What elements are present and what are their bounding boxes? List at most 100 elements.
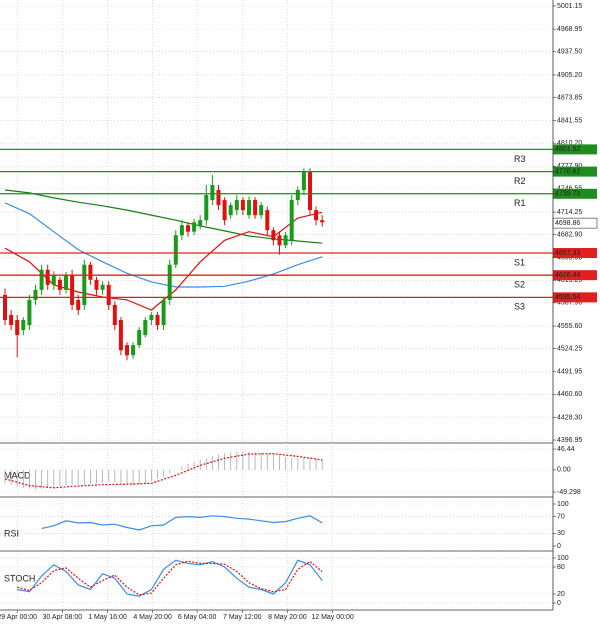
candle-body xyxy=(82,264,87,305)
price-box xyxy=(553,292,597,303)
candle-body xyxy=(143,320,148,336)
y-tick-label: 4555.60 xyxy=(557,323,582,330)
candle-body xyxy=(222,200,227,221)
level-name: S3 xyxy=(514,302,525,312)
x-tick-label: 4 May 20:00 xyxy=(133,614,172,621)
candle-body xyxy=(137,330,142,346)
candle-body xyxy=(45,269,50,285)
x-tick-label: 12 May 00:00 xyxy=(311,614,354,621)
candle-body xyxy=(149,314,154,321)
candle-body xyxy=(112,304,117,326)
indicator-line xyxy=(4,453,323,489)
candle-body xyxy=(33,289,38,300)
candle-body xyxy=(320,220,325,223)
candle-body xyxy=(283,235,288,246)
candle-body xyxy=(289,200,294,241)
x-tick-label: 29 Apr 00:00 xyxy=(0,614,37,621)
y-tick-label: 4714.25 xyxy=(557,209,582,216)
y-tick-label: 4841.55 xyxy=(557,117,582,124)
level-name: S2 xyxy=(514,280,525,290)
y-tick-label: 4873.85 xyxy=(557,94,582,101)
candle-body xyxy=(70,274,75,305)
panel-title: STOCH xyxy=(4,573,35,583)
price-box xyxy=(553,188,597,199)
x-tick-label: 1 May 16:00 xyxy=(88,614,127,621)
y-tick-label: 4491.95 xyxy=(557,369,582,376)
x-tick-label: 8 May 20:00 xyxy=(268,614,307,621)
candle-body xyxy=(185,225,190,232)
candle-body xyxy=(94,279,99,290)
candle-body xyxy=(192,222,197,232)
y-tick-label: 4968.95 xyxy=(557,26,582,33)
y-tick-label: 0.00 xyxy=(557,467,571,474)
price-box-label: 4657.33 xyxy=(555,250,580,257)
price-box-label: 4801.52 xyxy=(555,146,580,153)
price-box-label: 4739.73 xyxy=(555,191,580,198)
candle-body xyxy=(27,299,32,326)
candle-body xyxy=(173,235,178,265)
y-tick-label: 4524.25 xyxy=(557,345,582,352)
y-tick-label: 4650.60 xyxy=(557,255,582,262)
candle-body xyxy=(9,314,14,326)
y-tick-label: 0 xyxy=(557,600,561,607)
candle-body xyxy=(131,345,136,356)
y-tick-label: 4587.90 xyxy=(557,300,582,307)
price-box xyxy=(553,247,597,258)
candle-body xyxy=(39,269,44,290)
panel-title: RSI xyxy=(4,528,19,538)
candle-body xyxy=(204,195,209,221)
price-box xyxy=(553,270,597,281)
indicator-line xyxy=(17,560,323,596)
price-box-label: 4595.54 xyxy=(555,294,580,301)
candle-body xyxy=(21,320,26,331)
indicator-line xyxy=(17,559,323,597)
candle-body xyxy=(76,299,81,310)
candle-body xyxy=(253,200,258,216)
y-tick-label: 4682.90 xyxy=(557,231,582,238)
candle-body xyxy=(271,230,276,241)
y-tick-label: 4460.60 xyxy=(557,391,582,398)
x-tick-label: 6 May 04:00 xyxy=(178,614,217,621)
y-tick-label: 4905.20 xyxy=(557,72,582,79)
y-tick-label: 80 xyxy=(557,564,565,571)
candle-body xyxy=(295,190,300,201)
y-tick-label: 46.44 xyxy=(557,446,575,453)
candle-body xyxy=(51,274,56,285)
y-tick-label: -49.298 xyxy=(557,489,581,496)
candle-body xyxy=(246,200,251,216)
candle-body xyxy=(259,205,264,216)
candle-body xyxy=(307,172,312,211)
y-tick-label: 0 xyxy=(557,543,561,550)
candle-body xyxy=(179,225,184,236)
candle-body xyxy=(3,294,8,321)
candle-body xyxy=(198,220,203,226)
y-tick-label: 4937.50 xyxy=(557,49,582,56)
candle-body xyxy=(240,200,245,211)
candle-body xyxy=(161,299,166,326)
y-tick-label: 100 xyxy=(557,555,569,562)
y-tick-label: 70 xyxy=(557,513,565,520)
x-tick-label: 7 May 12:00 xyxy=(223,614,262,621)
candle-body xyxy=(234,200,239,211)
indicator-line xyxy=(4,189,323,244)
y-tick-label: 4619.25 xyxy=(557,277,582,284)
level-name: S1 xyxy=(514,257,525,267)
candle-body xyxy=(124,345,129,356)
price-box-label: 4626.44 xyxy=(555,272,580,279)
y-tick-label: 4396.95 xyxy=(557,437,582,444)
y-tick-label: 100 xyxy=(557,501,569,508)
level-name: R2 xyxy=(514,176,526,186)
candle-body xyxy=(57,279,62,290)
candle-body xyxy=(265,210,270,231)
candle-body xyxy=(155,314,160,326)
x-tick-label: 30 Apr 08:00 xyxy=(42,614,82,621)
price-box xyxy=(553,144,597,155)
level-name: R3 xyxy=(514,154,526,164)
y-tick-label: 20 xyxy=(557,591,565,598)
price-box xyxy=(553,166,597,177)
y-tick-label: 5001.15 xyxy=(557,3,582,10)
candle-body xyxy=(210,184,215,201)
